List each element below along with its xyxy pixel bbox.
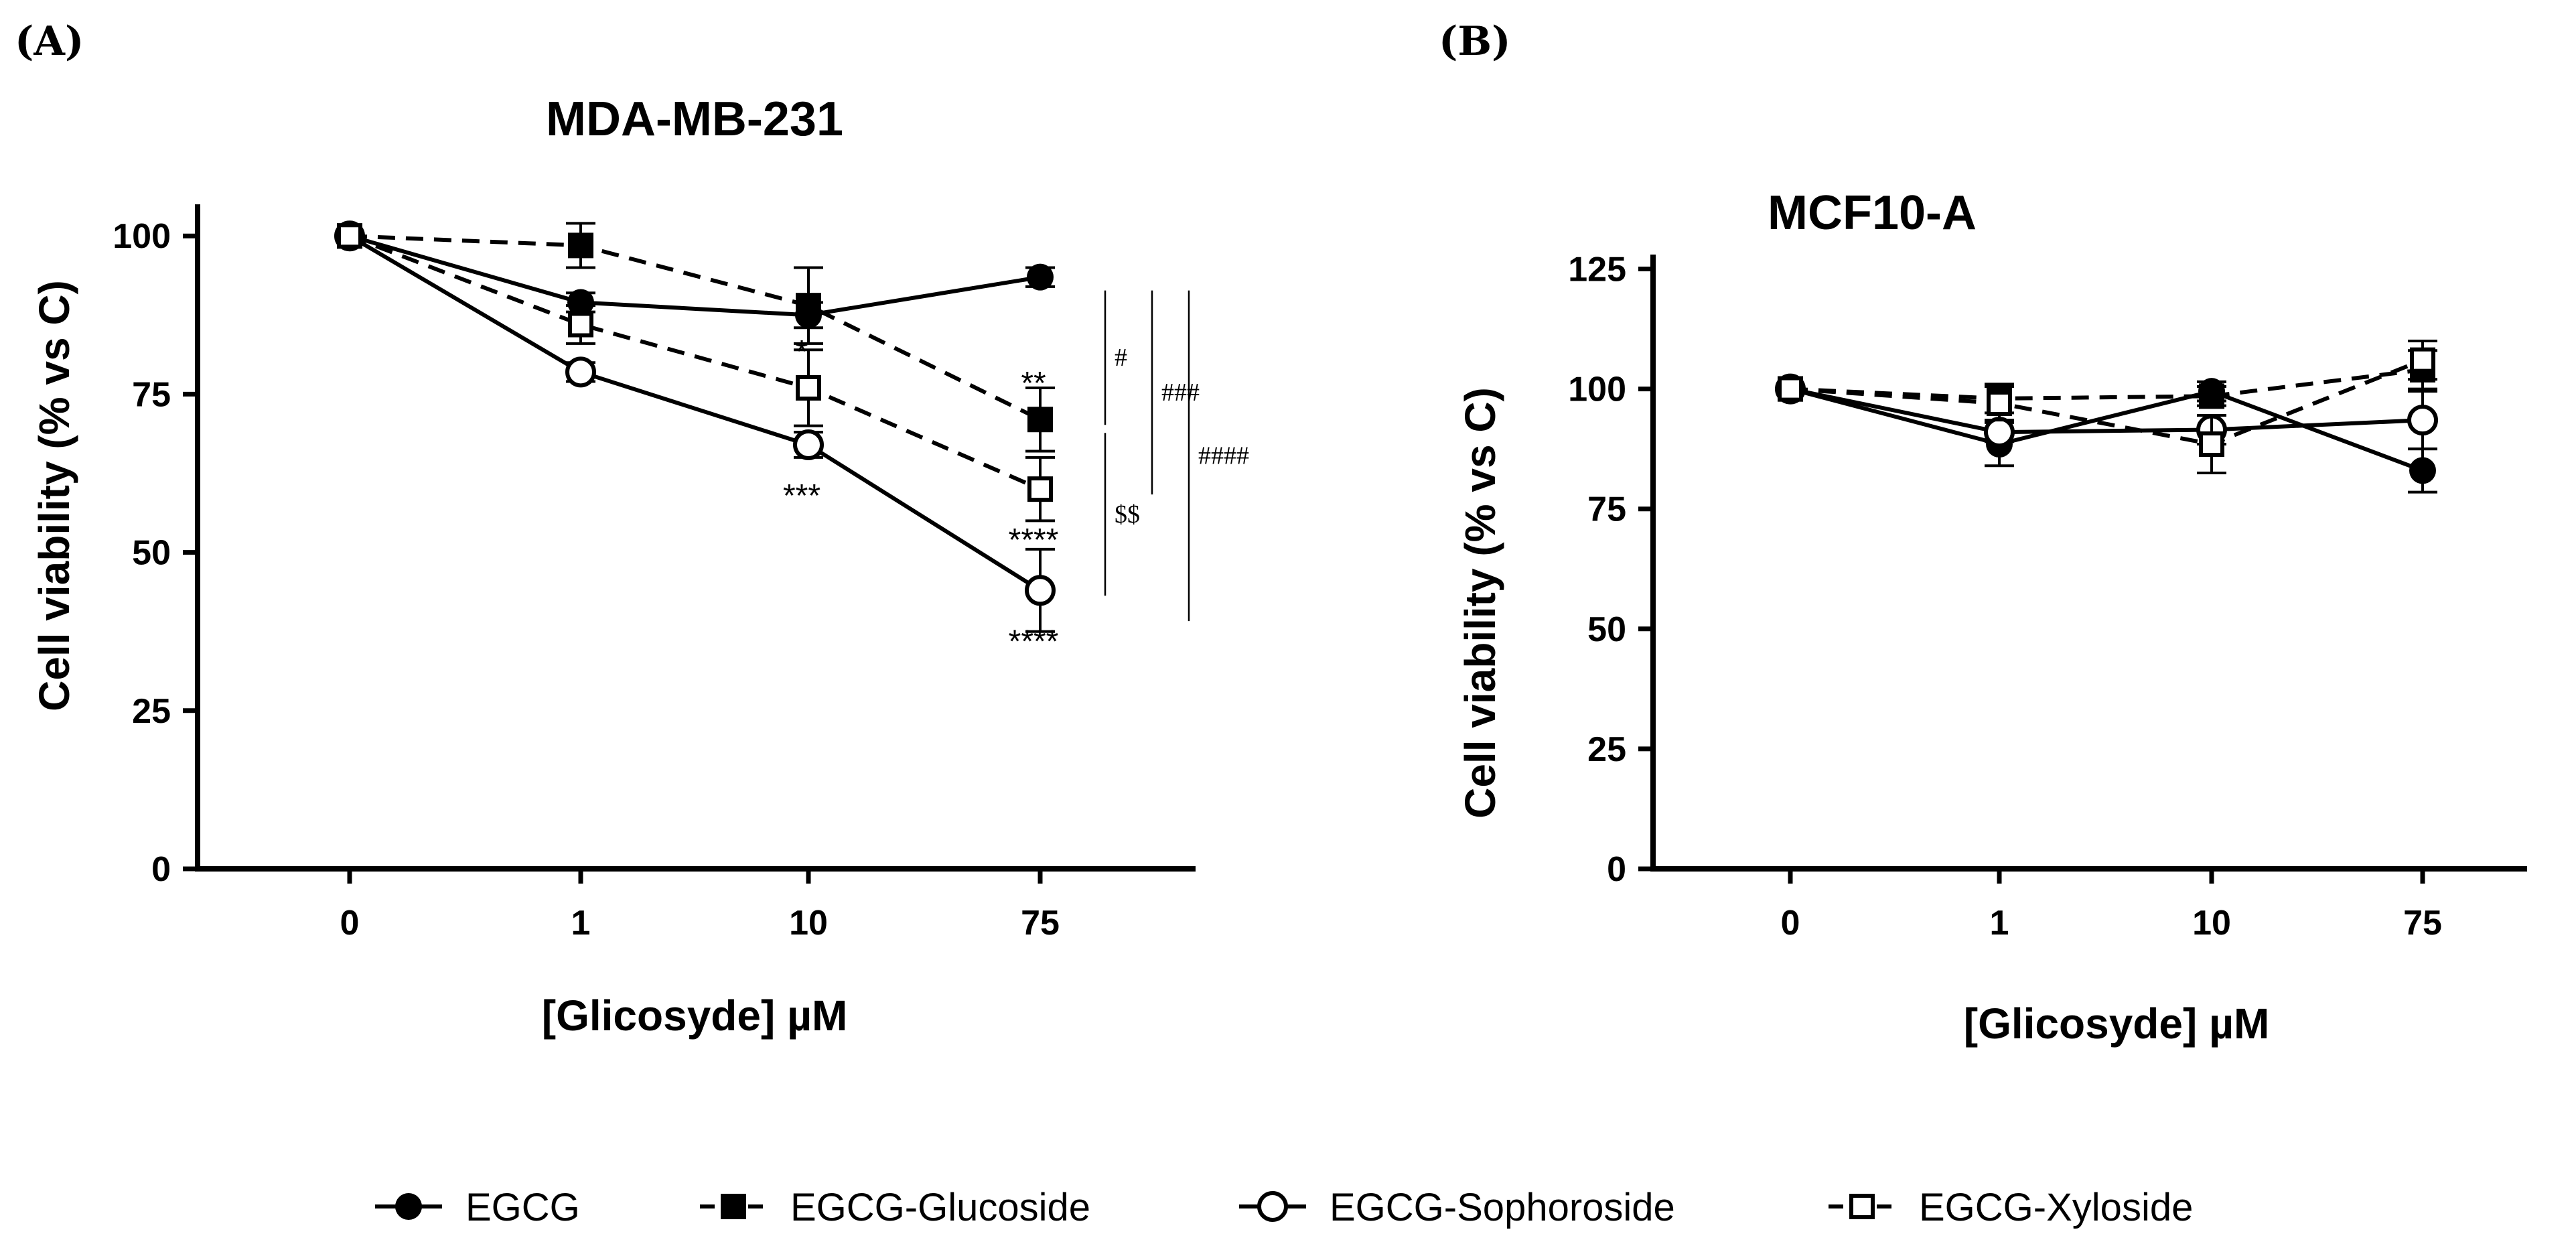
legend-marker — [1849, 1194, 1875, 1219]
data-point-75 — [1025, 575, 1056, 606]
data-point-0 — [1778, 376, 1803, 402]
panel-a-label: (A) — [15, 18, 84, 65]
legend-marker — [1257, 1191, 1288, 1222]
bracket-label: #### — [1198, 441, 1249, 470]
legend-marker — [395, 1193, 422, 1220]
y-tick-label-100: 100 — [1568, 370, 1626, 409]
y-tick-label-25: 25 — [132, 692, 171, 731]
chart-mda-mb-231: MDA-MB-231 Cell viability (% vs C) [Glic… — [30, 92, 1249, 1040]
significance-star: ** — [1021, 366, 1046, 401]
y-tick-label-50: 50 — [1587, 610, 1626, 649]
chart-mcf10-a: MCF10-A Cell viability (% vs C) [Glicosy… — [1456, 186, 2527, 1048]
x-axis-label: [Glicosyde] µM — [542, 991, 848, 1040]
data-point-10 — [796, 374, 821, 401]
data-point-10 — [2199, 383, 2224, 409]
x-tick-label-10: 10 — [789, 904, 828, 943]
y-tick-label-25: 25 — [1587, 730, 1626, 769]
data-point-1 — [565, 356, 596, 388]
data-point-75 — [2407, 405, 2438, 436]
series-egcg-sophoroside — [334, 220, 1056, 633]
chart-title: MCF10-A — [1768, 186, 1977, 240]
series-line — [1790, 367, 2423, 401]
bracket-label: ### — [1161, 378, 1200, 407]
y-axis-label: Cell viability (% vs C) — [30, 280, 78, 711]
y-tick-label-75: 75 — [132, 375, 171, 414]
significance-star: **** — [1009, 624, 1059, 659]
legend: EGCG EGCG-Glucoside EGCG-Sophoroside EGCG-X… — [375, 1186, 2193, 1229]
x-tick-label-1: 1 — [571, 904, 591, 943]
data-point-75 — [2410, 347, 2435, 373]
significance-star: * — [796, 334, 808, 370]
chart-title: MDA-MB-231 — [546, 92, 843, 146]
series-line — [349, 234, 1042, 421]
data-point-1 — [568, 232, 593, 259]
y-tick-label-50: 50 — [132, 534, 171, 573]
x-tick-label-0: 0 — [1781, 904, 1800, 943]
legend-label: EGCG-Xyloside — [1919, 1186, 2193, 1229]
data-point-75 — [1027, 263, 1054, 291]
panel-b-label: (B) — [1439, 18, 1511, 65]
data-point-75 — [1027, 476, 1053, 502]
y-tick-label-0: 0 — [151, 850, 171, 889]
y-tick-label-100: 100 — [113, 217, 171, 256]
data-point-75 — [1027, 407, 1053, 433]
y-tick-label-0: 0 — [1607, 850, 1626, 889]
data-point-10 — [2199, 431, 2224, 457]
x-axis-label: [Glicosyde] µM — [1964, 999, 2270, 1048]
data-point-75 — [2409, 457, 2436, 484]
y-tick-label-125: 125 — [1568, 250, 1626, 289]
legend-item-egcg: EGCG — [375, 1186, 580, 1229]
data-point-10 — [796, 293, 821, 319]
series-egcg-xyloside — [337, 223, 1055, 523]
significance-annotations: ************** — [783, 334, 1058, 659]
bracket-label: # — [1115, 344, 1127, 372]
series-line — [1790, 358, 2424, 446]
series-egcg-xyloside — [1778, 339, 2437, 474]
series-line — [348, 234, 1042, 592]
x-tick-label-75: 75 — [1021, 904, 1060, 943]
legend-marker — [721, 1194, 746, 1219]
legend-item-egcg-sophoroside: EGCG-Sophoroside — [1239, 1186, 1675, 1229]
data-point-0 — [337, 223, 362, 249]
y-axis-label: Cell viability (% vs C) — [1456, 387, 1504, 819]
plot-area: 0 25 50 75 100 125 0 1 10 75 — [1568, 250, 2527, 943]
data-point-10 — [793, 429, 824, 461]
legend-label: EGCG-Glucoside — [790, 1186, 1090, 1229]
series-egcg-glucoside — [337, 222, 1055, 453]
data-point-1 — [1987, 391, 2012, 417]
series-line — [349, 234, 1041, 318]
bracket-label: $$ — [1115, 500, 1140, 529]
series-line — [348, 234, 1042, 491]
significance-star: *** — [783, 478, 820, 514]
y-tick-label-75: 75 — [1587, 490, 1626, 529]
data-point-1 — [1984, 417, 2015, 448]
data-point-1 — [567, 289, 594, 316]
x-tick-label-75: 75 — [2403, 904, 2442, 943]
legend-label: EGCG — [466, 1186, 580, 1229]
legend-label: EGCG-Sophoroside — [1330, 1186, 1675, 1229]
series-egcg-glucoside — [1778, 349, 2437, 415]
significance-brackets: ####$$#### — [1104, 290, 1249, 622]
legend-item-egcg-glucoside: EGCG-Glucoside — [700, 1186, 1090, 1229]
series-line — [1790, 387, 2424, 473]
x-tick-label-1: 1 — [1990, 904, 2009, 943]
x-tick-label-10: 10 — [2192, 904, 2231, 943]
legend-item-egcg-xyloside: EGCG-Xyloside — [1829, 1186, 2193, 1229]
series-line — [1790, 387, 2423, 435]
x-tick-label-0: 0 — [340, 904, 360, 943]
significance-star: **** — [1009, 523, 1059, 558]
data-point-1 — [568, 312, 593, 338]
